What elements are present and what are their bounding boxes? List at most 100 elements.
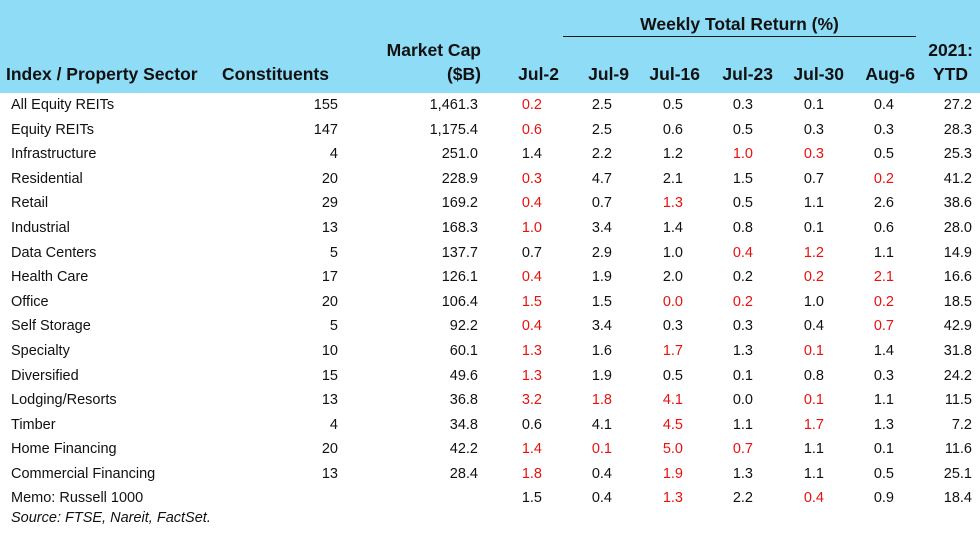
table-row: Self Storage 5 92.2 0.4 3.4 0.3 0.3 0.4 0.7 42.9	[0, 316, 980, 341]
constituents-cell: 20	[321, 170, 338, 187]
weekly-return-cell: 0.4	[873, 97, 894, 113]
weekly-return-cell: 0.1	[803, 392, 824, 409]
weekly-return-cell: 0.2	[873, 170, 894, 187]
table-row: Residential 20 228.9 0.3 4.7 2.1 1.5 0.7 0.2 41.2	[0, 169, 980, 194]
ytd-cell: 7.2	[951, 416, 972, 433]
weekly-return-cell: 2.5	[591, 97, 612, 113]
weekly-return-cell: 0.4	[803, 489, 824, 506]
sector-name: Timber	[11, 416, 56, 433]
weekly-return-cell: 1.1	[803, 441, 824, 458]
weekly-return-cell: 2.5	[591, 121, 612, 138]
constituents-cell: 13	[321, 219, 338, 236]
weekly-return-cell: 0.1	[803, 219, 824, 236]
constituents-cell: 17	[321, 269, 338, 286]
header-sector: Index / Property Sector	[6, 64, 198, 84]
weekly-return-cell: 1.5	[732, 170, 753, 187]
constituents-cell: 13	[321, 465, 338, 482]
weekly-return-cell: 1.1	[873, 392, 894, 409]
header-marketcap-line2: ($B)	[446, 64, 481, 84]
table-row: All Equity REITs 155 1,461.3 0.2 2.5 0.5 0.3 0.…	[0, 95, 980, 120]
source-note: Source: FTSE, Nareit, FactSet.	[11, 510, 211, 526]
marketcap-cell: 126.1	[441, 269, 478, 286]
weekly-return-cell: 1.1	[803, 195, 824, 212]
ytd-cell: 28.3	[943, 121, 972, 138]
header-week-2: Jul-9	[588, 64, 629, 84]
weekly-return-cell: 2.1	[662, 170, 683, 187]
table-row: Commercial Financing 13 28.4 1.8 0.4 1.9 1.3 1.…	[0, 464, 980, 484]
weekly-return-cell: 0.7	[873, 318, 894, 335]
weekly-return-cell: 0.3	[803, 146, 824, 163]
constituents-cell: 4	[329, 416, 338, 433]
weekly-return-cell: 0.6	[521, 416, 542, 433]
weekly-return-cell: 3.4	[591, 219, 612, 236]
table-row: Office 20 106.4 1.5 1.5 0.0 0.2 1.0 0.2 18.5	[0, 292, 980, 317]
constituents-cell: 5	[329, 244, 338, 261]
header-constituents: Constituents	[222, 64, 329, 84]
weekly-return-cell: 0.3	[873, 367, 894, 384]
weekly-return-cell: 1.0	[662, 244, 683, 261]
weekly-return-cell: 0.2	[521, 97, 542, 113]
marketcap-cell: 1,175.4	[429, 121, 478, 138]
weekly-return-cell: 2.1	[873, 269, 894, 286]
weekly-return-cell: 0.1	[803, 97, 824, 113]
weekly-return-cell: 1.1	[732, 416, 753, 433]
weekly-return-cell: 0.3	[732, 97, 753, 113]
sector-name: Industrial	[11, 219, 70, 236]
sector-name: All Equity REITs	[11, 97, 115, 113]
marketcap-cell: 60.1	[449, 342, 478, 359]
marketcap-cell: 36.8	[449, 392, 478, 409]
weekly-return-cell: 0.3	[662, 318, 683, 335]
weekly-return-cell: 1.2	[662, 146, 683, 163]
weekly-return-cell: 0.1	[732, 367, 753, 384]
weekly-return-cell: 2.0	[662, 269, 683, 286]
ytd-cell: 25.3	[943, 146, 972, 163]
constituents-cell: 4	[329, 146, 338, 163]
sector-name: Equity REITs	[11, 121, 94, 138]
constituents-cell: 20	[321, 441, 338, 458]
weekly-return-cell: 1.3	[521, 342, 542, 359]
weekly-return-cell: 0.7	[591, 195, 612, 212]
sector-name: Self Storage	[11, 318, 91, 335]
weekly-return-cell: 0.4	[521, 269, 542, 286]
sector-name: Health Care	[11, 269, 89, 286]
weekly-return-cell: 0.4	[591, 489, 612, 506]
weekly-return-cell: 0.4	[591, 465, 612, 482]
weekly-return-cell: 1.3	[662, 489, 683, 506]
ytd-cell: 24.2	[943, 367, 972, 384]
header-weekly-return-title: Weekly Total Return (%)	[640, 14, 839, 34]
sector-name: Retail	[11, 195, 49, 212]
marketcap-cell: 228.9	[441, 170, 478, 187]
table-row: Timber 4 34.8 0.6 4.1 4.5 1.1 1.7 1.3 7.2	[0, 415, 980, 440]
table-row: Equity REITs 147 1,175.4 0.6 2.5 0.6 0.5 0.3 0.3…	[0, 120, 980, 145]
weekly-return-cell: 1.3	[732, 342, 753, 359]
weekly-return-cell: 0.3	[732, 318, 753, 335]
weekly-return-cell: 2.2	[732, 489, 753, 506]
table-row: Home Financing 20 42.2 1.4 0.1 5.0 0.7 1.1 0.1 11…	[0, 439, 980, 464]
weekly-return-cell: 1.6	[591, 342, 612, 359]
weekly-return-cell: 0.2	[803, 269, 824, 286]
weekly-return-cell: 1.4	[521, 146, 542, 163]
constituents-cell: 5	[329, 318, 338, 335]
sector-name: Home Financing	[11, 441, 117, 458]
header-week-1: Jul-2	[518, 64, 559, 84]
weekly-return-cell: 1.4	[873, 342, 894, 359]
constituents-cell: 155	[313, 97, 338, 113]
weekly-return-cell: 1.1	[803, 465, 824, 482]
marketcap-cell: 106.4	[441, 293, 478, 310]
ytd-cell: 25.1	[943, 465, 972, 482]
weekly-return-cell: 1.5	[591, 293, 612, 310]
sector-name: Specialty	[11, 342, 70, 359]
table-row: Lodging/Resorts 13 36.8 3.2 1.8 4.1 0.0 0.1 1.1 1…	[0, 390, 980, 415]
weekly-return-cell: 1.4	[662, 219, 683, 236]
table-row: Diversified 15 49.6 1.3 1.9 0.5 0.1 0.8 0.3 24.2	[0, 366, 980, 391]
constituents-cell: 147	[313, 121, 338, 138]
weekly-return-cell: 1.8	[591, 392, 612, 409]
ytd-cell: 38.6	[943, 195, 972, 212]
marketcap-cell: 137.7	[441, 244, 478, 261]
memo-row: Memo: Russell 1000 1.5 0.4 1.3 2.2 0.4 0.9 18.4	[0, 488, 980, 513]
header-group-underline	[563, 36, 916, 37]
weekly-return-cell: 0.0	[662, 293, 683, 310]
sector-name: Infrastructure	[11, 146, 97, 163]
header-week-4: Jul-23	[722, 64, 773, 84]
ytd-cell: 16.6	[943, 269, 972, 286]
